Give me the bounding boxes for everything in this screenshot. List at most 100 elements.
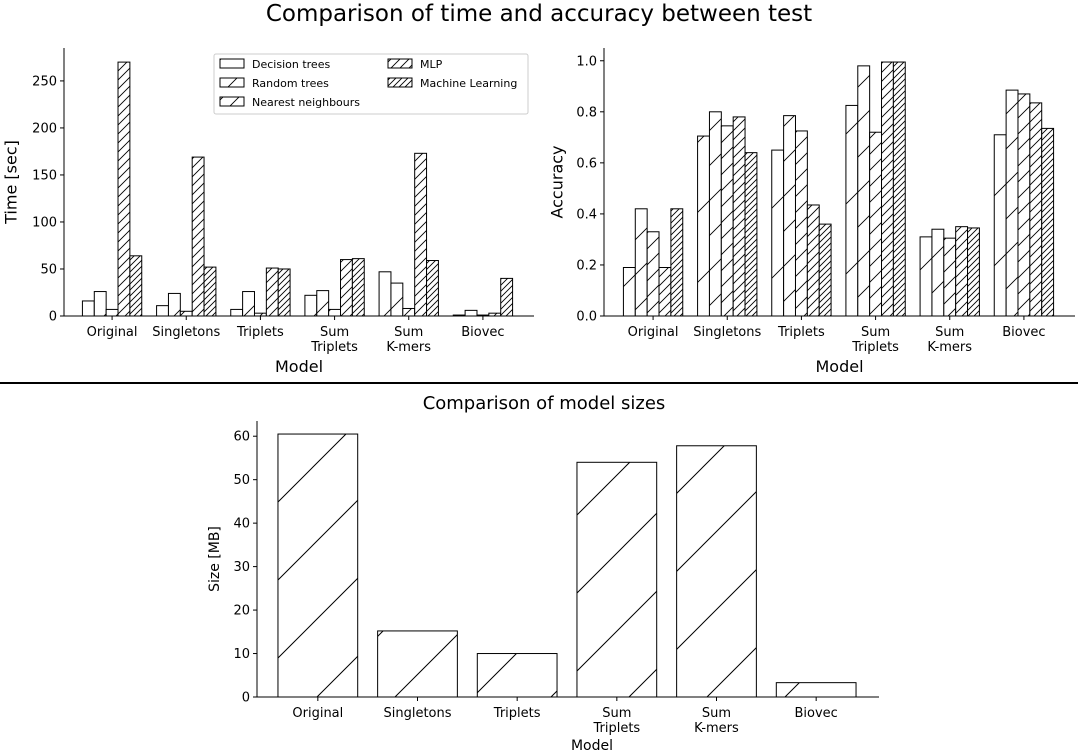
size-x-tick-label-sum-k-mers: Sum K-mers <box>694 706 739 736</box>
size-y-tick-label: 20 <box>233 604 250 619</box>
accuracy-y-tick-label: 0.6 <box>576 156 597 171</box>
accuracy-bar-random-trees-original <box>634 208 648 317</box>
time-chart: 0 50 100 150 200 250 Original Singletons Triplet… <box>2 48 534 376</box>
time-bar-mlp-triplets <box>265 267 279 317</box>
size-x-axis-label: Model <box>571 738 613 752</box>
size-bar-sum-triplets <box>576 461 658 698</box>
accuracy-bar-mlp-sum-triplets <box>881 61 894 317</box>
legend-item-nearest-neighbours: Nearest neighbours <box>219 96 360 109</box>
time-bar-machine-learning-biovec <box>500 277 514 317</box>
accuracy-bar-mlp-biovec <box>1029 102 1043 317</box>
legend-swatch <box>219 96 245 107</box>
time-bar-decision-trees-sum-triplets <box>304 294 318 317</box>
legend-label: MLP <box>420 58 443 71</box>
size-bar-biovec <box>775 682 857 698</box>
accuracy-bar-machine-learning-sum-k-mers <box>967 227 980 317</box>
accuracy-bar-random-trees-sum-k-mers <box>931 228 945 317</box>
legend-swatch <box>387 58 413 69</box>
time-bar-machine-learning-original <box>129 255 143 317</box>
time-bar-machine-learning-sum-triplets <box>351 258 365 317</box>
accuracy-x-tick-label-sum-triplets: Sum Triplets <box>851 325 899 355</box>
time-bar-random-trees-sum-k-mers <box>390 282 404 317</box>
time-bar-mlp-sum-triplets <box>340 259 353 317</box>
legend: Decision trees Random trees Nearest neighb… <box>213 53 529 115</box>
legend-swatch <box>219 58 245 69</box>
time-bar-decision-trees-original <box>81 300 95 317</box>
accuracy-bar-machine-learning-original <box>670 208 684 317</box>
accuracy-y-tick-label: 0.4 <box>576 207 597 222</box>
size-y-tick-label: 50 <box>233 473 250 488</box>
time-x-tick-label-biovec: Biovec <box>461 325 504 340</box>
time-y-tick-label: 250 <box>32 74 57 89</box>
accuracy-bar-nearest-neighbours-original <box>646 231 660 317</box>
accuracy-bar-nearest-neighbours-singletons <box>720 125 734 317</box>
size-bar-sum-k-mers <box>676 445 757 698</box>
time-bar-machine-learning-singletons <box>203 266 217 317</box>
legend-label: Nearest neighbours <box>252 96 360 109</box>
accuracy-x-tick-label-singletons: Singletons <box>693 325 761 340</box>
time-bar-nearest-neighbours-original <box>105 308 119 317</box>
accuracy-x-tick-label-triplets: Triplets <box>777 325 825 340</box>
size-x-tick-label-biovec: Biovec <box>795 706 838 721</box>
accuracy-bar-nearest-neighbours-biovec <box>1017 93 1031 317</box>
size-bar-singletons <box>377 630 458 698</box>
time-y-tick-label: 0 <box>49 310 57 325</box>
accuracy-bar-decision-trees-sum-triplets <box>845 104 859 317</box>
legend-box <box>213 53 529 115</box>
figure-title: Comparison of time and accuracy between … <box>266 1 812 27</box>
accuracy-bar-nearest-neighbours-sum-k-mers <box>943 237 957 317</box>
time-bar-random-trees-original <box>93 291 107 317</box>
time-x-tick-label-sum-k-mers: Sum K-mers <box>386 325 431 355</box>
legend-swatch <box>387 77 413 88</box>
accuracy-bar-decision-trees-original <box>622 267 636 317</box>
legend-item-machine-learning: Machine Learning <box>387 77 517 90</box>
accuracy-bar-decision-trees-triplets <box>771 149 785 317</box>
time-bar-nearest-neighbours-singletons <box>179 310 193 317</box>
time-y-tick-label: 100 <box>32 215 57 230</box>
legend-swatch <box>219 77 245 88</box>
accuracy-y-tick-label: 0.2 <box>576 258 597 273</box>
time-y-axis-label: Time [sec] <box>2 140 21 225</box>
time-bar-random-trees-sum-triplets <box>316 290 330 317</box>
legend-item-decision-trees: Decision trees <box>219 58 330 71</box>
accuracy-bar-mlp-original <box>658 267 672 317</box>
accuracy-chart: 0.0 0.2 0.4 0.6 0.8 1.0 Original Singletons Trip… <box>548 48 1075 376</box>
time-bar-nearest-neighbours-sum-k-mers <box>402 307 416 317</box>
accuracy-y-tick-label: 0.8 <box>576 105 597 120</box>
time-x-tick-label-triplets: Triplets <box>236 325 284 340</box>
size-y-tick-label: 40 <box>233 517 250 532</box>
accuracy-x-axis-label: Model <box>815 357 863 376</box>
time-x-tick-label-original: Original <box>87 325 138 340</box>
accuracy-x-tick-label-biovec: Biovec <box>1002 325 1045 340</box>
accuracy-bar-nearest-neighbours-sum-triplets <box>869 131 883 317</box>
accuracy-bar-random-trees-biovec <box>1005 89 1019 317</box>
time-bar-random-trees-triplets <box>242 291 255 317</box>
size-bar-original <box>277 433 359 698</box>
time-bar-mlp-sum-k-mers <box>414 152 428 317</box>
time-y-tick-label: 50 <box>40 262 57 277</box>
time-bar-mlp-original <box>117 61 131 317</box>
size-x-tick-label-sum-triplets: Sum Triplets <box>592 706 640 736</box>
accuracy-bar-machine-learning-biovec <box>1041 127 1055 317</box>
time-bar-machine-learning-sum-k-mers <box>426 260 439 317</box>
legend-item-mlp: MLP <box>387 58 443 71</box>
size-x-tick-label-singletons: Singletons <box>383 706 451 721</box>
time-y-tick-label: 150 <box>32 168 57 183</box>
time-bar-decision-trees-sum-k-mers <box>378 271 392 317</box>
time-bar-decision-trees-triplets <box>230 308 244 317</box>
size-y-tick-label: 0 <box>242 691 250 706</box>
time-bar-mlp-singletons <box>191 156 205 317</box>
time-bar-decision-trees-singletons <box>156 305 169 317</box>
time-x-axis-label: Model <box>275 357 323 376</box>
series-machine-learning <box>129 255 514 317</box>
size-x-tick-label-triplets: Triplets <box>493 706 541 721</box>
size-y-tick-label: 10 <box>233 647 250 662</box>
time-bar-random-trees-singletons <box>167 292 181 317</box>
time-x-tick-label-singletons: Singletons <box>152 325 220 340</box>
time-bar-machine-learning-triplets <box>277 268 291 317</box>
size-y-tick-label: 60 <box>233 430 250 445</box>
legend-label: Machine Learning <box>420 77 517 90</box>
time-y-tick-label: 200 <box>32 121 57 136</box>
accuracy-bar-random-trees-sum-triplets <box>857 65 871 317</box>
